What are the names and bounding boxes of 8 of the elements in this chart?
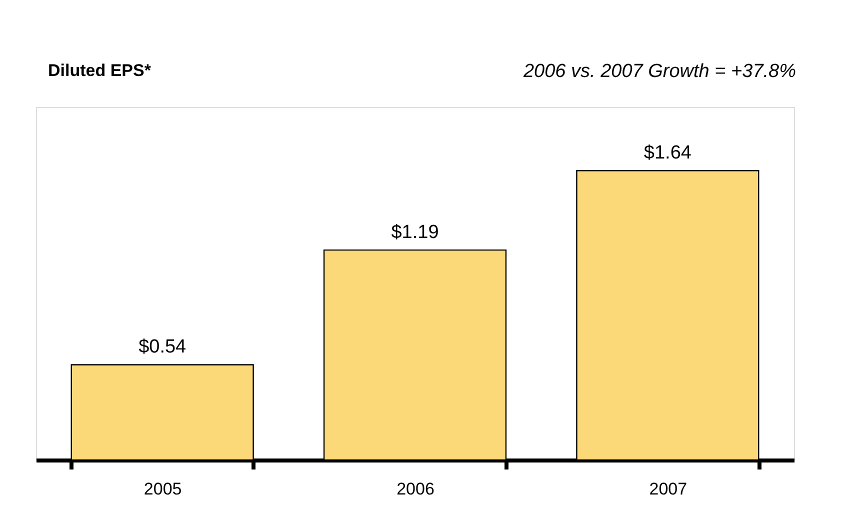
- chart-title: Diluted EPS*: [48, 61, 152, 80]
- data-label: $0.54: [138, 336, 187, 358]
- x-tick-label: 2005: [144, 480, 182, 498]
- x-tick-label: 2006: [396, 480, 434, 498]
- x-tick-label: 2007: [649, 480, 688, 498]
- data-label: $1.19: [391, 222, 439, 244]
- data-label: $1.64: [644, 142, 692, 164]
- text: 2006 vs. 2007 Growth = +37.8%: [522, 61, 796, 82]
